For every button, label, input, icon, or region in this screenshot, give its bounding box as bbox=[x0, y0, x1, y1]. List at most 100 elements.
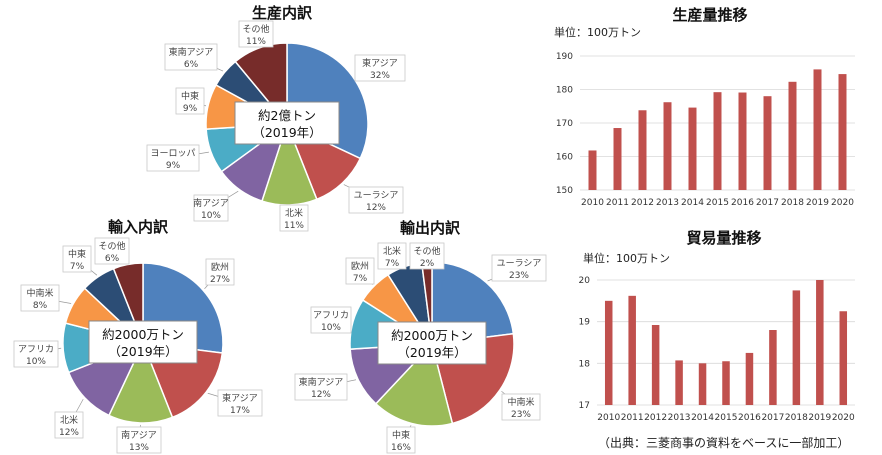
bar bbox=[763, 96, 772, 190]
pie-center-sub: （2019年） bbox=[108, 344, 177, 359]
slice-value-label: 6% bbox=[105, 254, 120, 264]
bar bbox=[738, 92, 747, 190]
slice-value-label: 16% bbox=[391, 443, 411, 453]
slice-label: 中南米 bbox=[26, 287, 53, 299]
slice-label-box bbox=[354, 54, 406, 82]
x-tick-label: 2013 bbox=[668, 413, 691, 423]
slice-label: アフリカ bbox=[18, 344, 54, 355]
y-tick-label: 17 bbox=[579, 401, 590, 411]
y-tick-label: 19 bbox=[579, 318, 591, 328]
bar bbox=[588, 150, 597, 190]
bar bbox=[788, 81, 797, 190]
slice-value-label: 10% bbox=[201, 211, 221, 221]
pie-center-box bbox=[377, 321, 487, 365]
slice-value-label: 17% bbox=[230, 406, 250, 416]
slice-label: ヨーロッパ bbox=[150, 148, 195, 159]
x-tick-label: 2011 bbox=[606, 198, 629, 208]
slice-label-box bbox=[501, 393, 541, 421]
slice-label: 東南アジア bbox=[299, 376, 344, 388]
bar bbox=[813, 69, 822, 190]
x-tick-label: 2011 bbox=[621, 413, 644, 423]
x-tick-label: 2014 bbox=[691, 413, 714, 423]
x-tick-label: 2013 bbox=[656, 198, 679, 208]
x-tick-label: 2016 bbox=[731, 198, 754, 208]
source-note: （出典：三菱商事の資料をベースに一部加工） bbox=[598, 436, 850, 450]
pie-center-label: 約2000万トン bbox=[391, 328, 473, 343]
slice-label-box bbox=[217, 389, 263, 417]
slice-value-label: 9% bbox=[166, 161, 181, 171]
slice-label-box bbox=[94, 237, 130, 265]
slice-label: 欧州 bbox=[351, 260, 369, 272]
slice-label: その他 bbox=[98, 240, 125, 252]
slice-label-box bbox=[13, 340, 59, 368]
slice-label-box bbox=[146, 144, 200, 172]
y-tick-label: 170 bbox=[556, 119, 573, 129]
x-tick-label: 2020 bbox=[832, 413, 855, 423]
pie-center-label: 約2000万トン bbox=[102, 327, 184, 342]
slice-label: アフリカ bbox=[313, 310, 349, 321]
slice-value-label: 13% bbox=[129, 443, 149, 453]
slice-value-label: 2% bbox=[420, 259, 435, 269]
slice-label-box bbox=[310, 306, 352, 334]
slice-value-label: 10% bbox=[321, 323, 341, 333]
slice-label: 中東 bbox=[392, 429, 410, 441]
slice-label: その他 bbox=[413, 245, 440, 257]
x-tick-label: 2017 bbox=[756, 198, 779, 208]
slice-label: 中東 bbox=[181, 90, 199, 102]
slice-value-label: 11% bbox=[284, 221, 304, 231]
slice-label-box bbox=[345, 257, 375, 285]
slice-label: 東アジア bbox=[362, 57, 398, 69]
slice-label: 東南アジア bbox=[169, 46, 214, 58]
slice-label-box bbox=[205, 258, 235, 286]
slice-label: 北米 bbox=[383, 245, 401, 257]
bar bbox=[839, 311, 848, 405]
x-tick-label: 2010 bbox=[597, 413, 620, 423]
slice-label: 東アジア bbox=[222, 392, 258, 404]
x-tick-label: 2018 bbox=[785, 413, 808, 423]
bar bbox=[604, 300, 613, 405]
pie-title-0: 生産内訳 bbox=[252, 4, 313, 22]
pie-center-box bbox=[88, 320, 198, 364]
slice-label-box bbox=[409, 242, 445, 270]
x-tick-label: 2012 bbox=[631, 198, 654, 208]
bar bbox=[792, 290, 801, 405]
slice-value-label: 7% bbox=[70, 262, 85, 272]
slice-value-label: 12% bbox=[311, 390, 331, 400]
slice-value-label: 32% bbox=[370, 71, 390, 81]
x-tick-label: 2019 bbox=[806, 198, 829, 208]
slice-value-label: 12% bbox=[59, 428, 79, 438]
pie-title-1: 輸入内訳 bbox=[108, 218, 169, 236]
slice-label: 欧州 bbox=[211, 261, 229, 273]
bar bbox=[628, 295, 636, 405]
slice-label: 南アジア bbox=[121, 429, 157, 441]
slice-value-label: 7% bbox=[353, 274, 368, 284]
slice-label: 北米 bbox=[285, 207, 303, 219]
slice-label-box bbox=[62, 245, 92, 273]
slice-label-box bbox=[386, 426, 416, 454]
slice-label-box bbox=[377, 242, 407, 270]
slice-label: ユーラシア bbox=[354, 190, 399, 201]
slice-value-label: 27% bbox=[210, 275, 230, 285]
pie-center-box bbox=[234, 101, 340, 145]
y-tick-label: 20 bbox=[579, 276, 591, 286]
slice-value-label: 11% bbox=[246, 37, 266, 47]
bar bbox=[745, 352, 754, 405]
slice-value-label: 8% bbox=[33, 301, 48, 311]
slice-label-box bbox=[116, 426, 162, 454]
slice-label: 南アジア bbox=[193, 197, 229, 209]
slice-label-box bbox=[348, 186, 404, 214]
x-tick-label: 2016 bbox=[738, 413, 761, 423]
bar bbox=[769, 330, 777, 405]
slice-value-label: 12% bbox=[366, 203, 386, 213]
slice-value-label: 6% bbox=[184, 60, 199, 70]
bar bbox=[675, 360, 683, 405]
pie-title-2: 輸出内訳 bbox=[400, 219, 461, 237]
slice-label: ユーラシア bbox=[497, 258, 542, 269]
bar bbox=[722, 361, 730, 405]
slice-label: 北米 bbox=[60, 414, 78, 426]
x-tick-label: 2017 bbox=[761, 413, 784, 423]
bar bbox=[698, 363, 707, 405]
x-tick-label: 2015 bbox=[706, 198, 729, 208]
y-tick-label: 150 bbox=[556, 186, 573, 196]
